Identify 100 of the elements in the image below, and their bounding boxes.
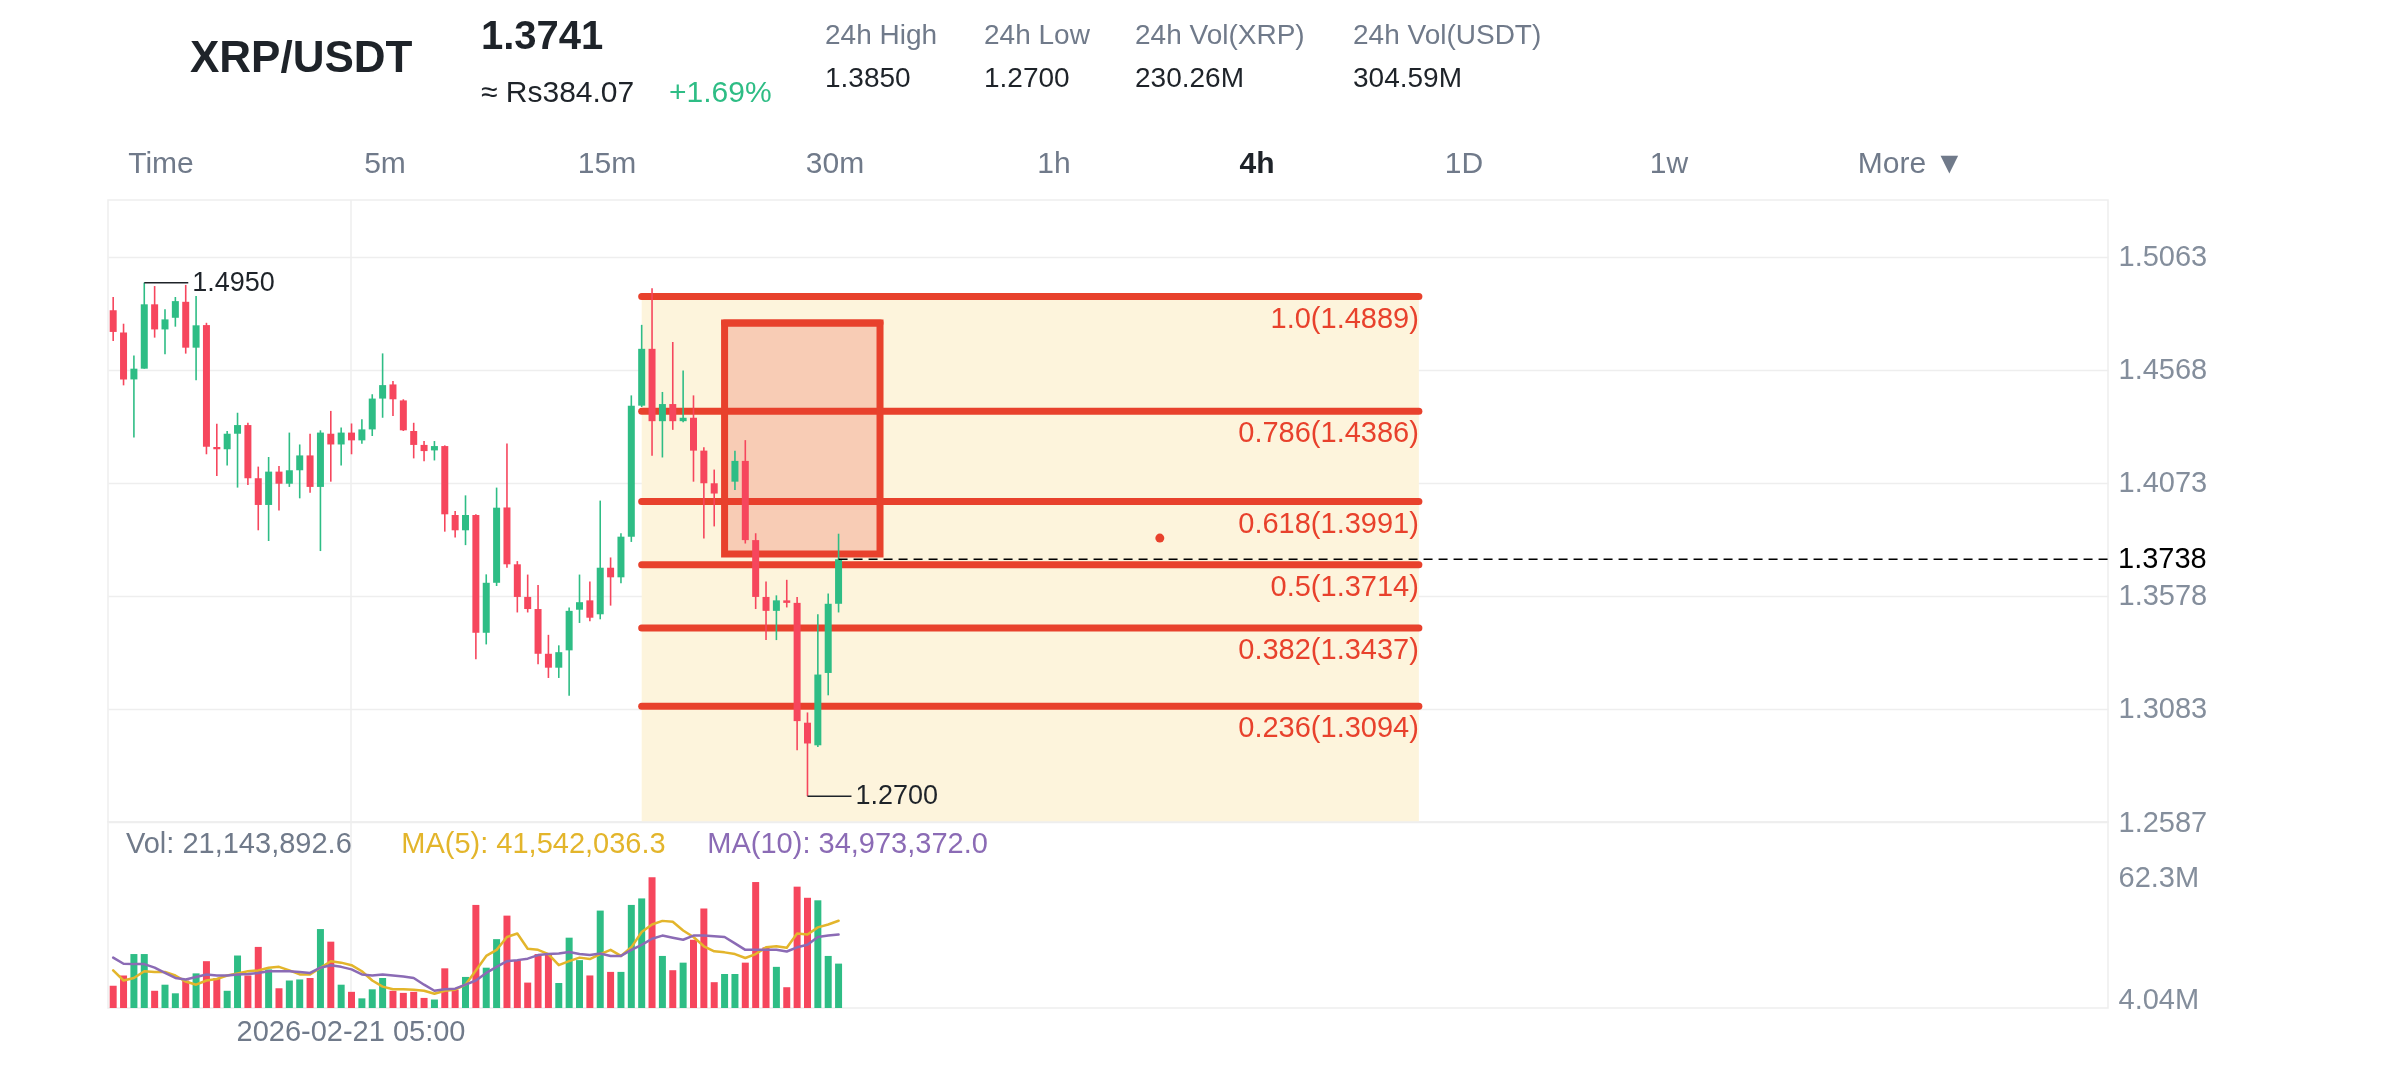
bar bbox=[410, 991, 418, 1008]
y-tick-label: 1.4568 bbox=[2118, 353, 2208, 386]
series-label: 0.5(1.3714) bbox=[1270, 569, 1419, 602]
chart-title: XRP/USDT bbox=[190, 32, 413, 81]
bar bbox=[171, 993, 179, 1008]
bar bbox=[772, 966, 780, 1008]
bar bbox=[793, 886, 801, 1008]
text: ≈ Rs384.07 bbox=[481, 75, 635, 108]
text: More ▼ bbox=[1857, 146, 1965, 179]
text: +1.69% bbox=[669, 75, 772, 108]
bar bbox=[638, 898, 646, 1008]
text: 5m bbox=[364, 146, 406, 179]
candlestick bbox=[783, 579, 791, 609]
bar bbox=[700, 908, 708, 1008]
text: 1w bbox=[1649, 146, 1689, 179]
series-label: 0.382(1.3437) bbox=[1238, 632, 1419, 665]
ref-line-label: 1.3738 bbox=[2118, 542, 2207, 575]
bar bbox=[658, 955, 666, 1008]
bar bbox=[130, 954, 138, 1008]
candlestick bbox=[223, 430, 231, 467]
candlestick bbox=[389, 380, 397, 417]
y-tick-label: 62.3M bbox=[2118, 860, 2200, 893]
bar bbox=[223, 990, 231, 1008]
text: 4h bbox=[1239, 146, 1275, 179]
candlestick bbox=[358, 418, 366, 445]
text: 1.2700 bbox=[984, 62, 1070, 93]
bar bbox=[565, 937, 573, 1008]
candlestick bbox=[555, 644, 563, 679]
y-tick-label: 1.3578 bbox=[2118, 579, 2208, 612]
bar bbox=[399, 992, 407, 1008]
bar bbox=[721, 973, 729, 1008]
bar bbox=[275, 988, 283, 1008]
bar bbox=[513, 960, 521, 1008]
candlestick bbox=[130, 354, 138, 439]
bar bbox=[762, 947, 770, 1008]
bar bbox=[451, 989, 459, 1008]
bar bbox=[783, 987, 791, 1008]
bar bbox=[824, 955, 832, 1008]
candlestick bbox=[337, 426, 345, 467]
bar bbox=[741, 962, 749, 1008]
text: 24h Vol(USDT) bbox=[1353, 19, 1542, 50]
candlestick bbox=[803, 711, 811, 798]
y-tick-label: 1.5063 bbox=[2118, 240, 2208, 273]
line-series bbox=[111, 933, 840, 993]
y-tick-label: 1.3083 bbox=[2118, 692, 2208, 725]
text: 1.3850 bbox=[825, 62, 911, 93]
candlestick bbox=[234, 411, 242, 489]
bar bbox=[213, 977, 221, 1008]
candlestick bbox=[192, 295, 200, 382]
bar bbox=[161, 984, 169, 1008]
bar bbox=[679, 962, 687, 1008]
bar bbox=[689, 939, 697, 1008]
bar bbox=[109, 985, 117, 1008]
bar bbox=[669, 970, 677, 1008]
candlestick bbox=[410, 421, 418, 460]
text: 24h Vol(XRP) bbox=[1135, 19, 1305, 50]
bar bbox=[358, 998, 366, 1008]
text: Time bbox=[128, 146, 194, 179]
bar bbox=[140, 954, 148, 1008]
bar bbox=[607, 971, 615, 1008]
candlestick bbox=[576, 573, 583, 624]
candlestick bbox=[430, 440, 438, 462]
bar bbox=[835, 963, 843, 1008]
bar bbox=[296, 979, 304, 1008]
bar bbox=[544, 954, 552, 1008]
bar bbox=[151, 990, 159, 1008]
text: 24h High bbox=[825, 19, 938, 50]
candlestick bbox=[109, 296, 117, 342]
candlestick bbox=[327, 410, 335, 483]
bar bbox=[265, 969, 273, 1008]
candlestick bbox=[275, 465, 283, 512]
text: 2026-02-21 05:00 bbox=[236, 1015, 466, 1047]
bar bbox=[482, 967, 490, 1008]
bar bbox=[389, 990, 397, 1008]
bar bbox=[120, 975, 128, 1008]
bar bbox=[327, 941, 335, 1008]
candlestick bbox=[379, 352, 387, 419]
text: 304.59M bbox=[1353, 62, 1462, 93]
bar bbox=[555, 983, 563, 1008]
text: 230.26M bbox=[1135, 62, 1244, 93]
bar bbox=[379, 977, 387, 1008]
bar bbox=[534, 954, 542, 1008]
bar bbox=[430, 999, 438, 1008]
bar bbox=[803, 897, 811, 1008]
bar bbox=[182, 980, 190, 1008]
candlestick bbox=[462, 494, 470, 546]
text: 24h Low bbox=[984, 19, 1091, 50]
bar bbox=[731, 973, 739, 1008]
bar bbox=[752, 882, 760, 1008]
candlestick bbox=[669, 341, 677, 431]
text: 1D bbox=[1444, 146, 1484, 179]
annotation: 1.4950 bbox=[192, 266, 275, 297]
candlestick bbox=[296, 443, 304, 500]
bar bbox=[617, 971, 625, 1008]
candlestick bbox=[607, 556, 615, 607]
candlestick bbox=[524, 573, 532, 614]
bar bbox=[244, 975, 252, 1008]
annotation: Vol: 21,143,892.6 bbox=[126, 827, 352, 859]
bar bbox=[493, 939, 501, 1008]
candlestick bbox=[658, 391, 666, 459]
